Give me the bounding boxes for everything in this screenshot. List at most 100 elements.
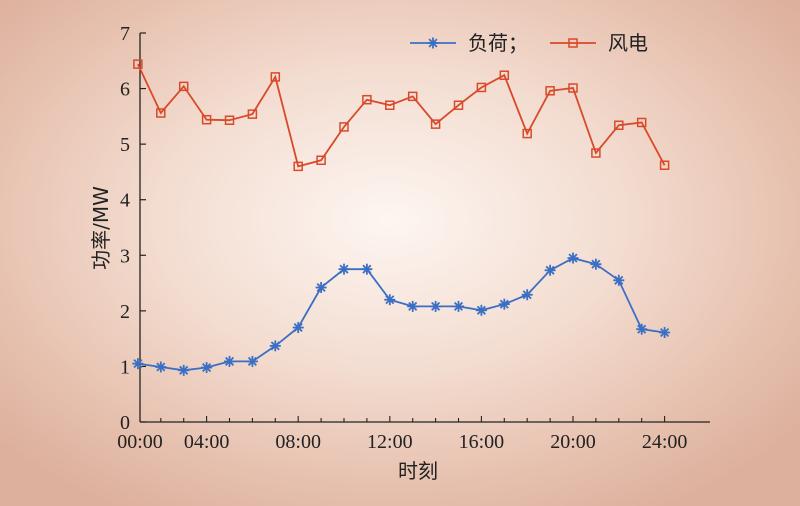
y-tick-label: 2 bbox=[120, 301, 130, 323]
y-tick-label: 4 bbox=[120, 190, 130, 212]
data-point bbox=[178, 81, 189, 92]
marker-stroke bbox=[660, 328, 670, 338]
marker-stroke bbox=[156, 362, 166, 372]
x-tick-label: 16:00 bbox=[459, 431, 505, 453]
data-point bbox=[636, 117, 647, 128]
marker-stroke bbox=[247, 356, 257, 366]
marker-stroke bbox=[385, 295, 395, 305]
series-line bbox=[137, 257, 665, 372]
data-point bbox=[499, 70, 510, 80]
marker-stroke bbox=[591, 259, 601, 269]
series-layer bbox=[132, 59, 671, 376]
data-point bbox=[636, 323, 648, 335]
data-point bbox=[659, 160, 670, 171]
data-point bbox=[269, 340, 281, 352]
data-point bbox=[293, 161, 303, 172]
legend-marker bbox=[568, 38, 578, 48]
data-point bbox=[475, 304, 487, 316]
data-point bbox=[338, 263, 350, 275]
marker-stroke bbox=[408, 301, 418, 311]
data-point bbox=[614, 120, 624, 130]
marker-stroke bbox=[453, 301, 464, 311]
marker-stroke bbox=[316, 282, 326, 293]
data-point bbox=[246, 355, 258, 367]
marker-stroke bbox=[293, 323, 303, 333]
y-tick-label: 1 bbox=[120, 356, 130, 378]
data-point bbox=[362, 94, 372, 105]
y-tick-label: 7 bbox=[120, 23, 130, 45]
data-point bbox=[453, 300, 464, 312]
marker-stroke bbox=[637, 324, 647, 334]
data-point bbox=[498, 298, 510, 310]
x-tick-label: 12:00 bbox=[367, 431, 413, 453]
data-point bbox=[156, 108, 166, 118]
data-point bbox=[384, 294, 396, 306]
series-line bbox=[137, 63, 666, 168]
data-point bbox=[590, 258, 602, 270]
data-point bbox=[133, 59, 143, 69]
marker-stroke bbox=[545, 265, 555, 275]
y-tick-label: 0 bbox=[120, 412, 130, 434]
data-point bbox=[613, 274, 625, 286]
legend-marker bbox=[427, 37, 439, 49]
data-point bbox=[521, 289, 533, 301]
x-tick-label: 00:00 bbox=[117, 431, 163, 453]
marker-stroke bbox=[202, 363, 212, 373]
data-point bbox=[270, 72, 281, 82]
data-point bbox=[247, 109, 258, 119]
marker-stroke bbox=[499, 299, 509, 309]
data-point bbox=[339, 122, 349, 132]
data-point bbox=[407, 300, 419, 312]
data-point bbox=[659, 327, 671, 339]
marker-stroke bbox=[431, 301, 441, 311]
marker-stroke bbox=[476, 305, 486, 315]
data-point bbox=[201, 362, 213, 374]
data-point bbox=[476, 82, 487, 93]
x-tick-label: 04:00 bbox=[184, 431, 230, 453]
data-point bbox=[224, 355, 235, 367]
marker-stroke bbox=[339, 264, 349, 274]
data-point bbox=[567, 252, 579, 264]
marker-stroke bbox=[614, 275, 624, 285]
x-axis-title: 时刻 bbox=[398, 459, 438, 483]
y-tick-label: 6 bbox=[120, 79, 130, 101]
legend-item: 负荷； bbox=[410, 31, 528, 55]
data-point bbox=[224, 115, 235, 125]
data-point bbox=[178, 364, 190, 376]
series-wind bbox=[133, 59, 670, 172]
x-tick-label: 20:00 bbox=[550, 431, 596, 453]
legend-label: 风电 bbox=[608, 31, 648, 55]
data-point bbox=[385, 100, 395, 110]
data-point bbox=[155, 361, 167, 373]
x-tick-label: 08:00 bbox=[275, 431, 321, 453]
marker-stroke bbox=[522, 290, 532, 300]
x-tick-label: 24:00 bbox=[642, 431, 688, 453]
data-point bbox=[544, 264, 556, 276]
axes: 0 1 2 3 4 5 6 7 00:00 04:00 08:00 12:00 16:00 20:00 24… bbox=[117, 23, 710, 453]
data-point bbox=[568, 83, 578, 93]
data-point bbox=[522, 128, 532, 139]
legend-label: 负荷； bbox=[468, 31, 528, 55]
data-point bbox=[201, 114, 212, 125]
data-point bbox=[316, 155, 326, 166]
data-point bbox=[315, 282, 327, 294]
data-point bbox=[132, 358, 144, 370]
data-point bbox=[591, 148, 601, 158]
data-point bbox=[430, 300, 442, 312]
data-point bbox=[407, 91, 418, 102]
marker-stroke bbox=[362, 264, 372, 274]
series-load bbox=[132, 252, 671, 376]
marker-stroke bbox=[133, 359, 143, 369]
data-point bbox=[453, 100, 464, 110]
legend: 负荷； 风电 bbox=[410, 31, 648, 55]
marker-stroke bbox=[179, 365, 189, 375]
marker-stroke bbox=[568, 253, 578, 263]
marker-stroke bbox=[224, 356, 235, 366]
data-point bbox=[430, 119, 441, 129]
y-tick-label: 5 bbox=[120, 134, 130, 156]
data-point bbox=[361, 263, 373, 275]
y-axis-title: 功率/MW bbox=[89, 186, 113, 270]
legend-item: 风电 bbox=[550, 31, 648, 55]
data-point bbox=[292, 322, 304, 334]
